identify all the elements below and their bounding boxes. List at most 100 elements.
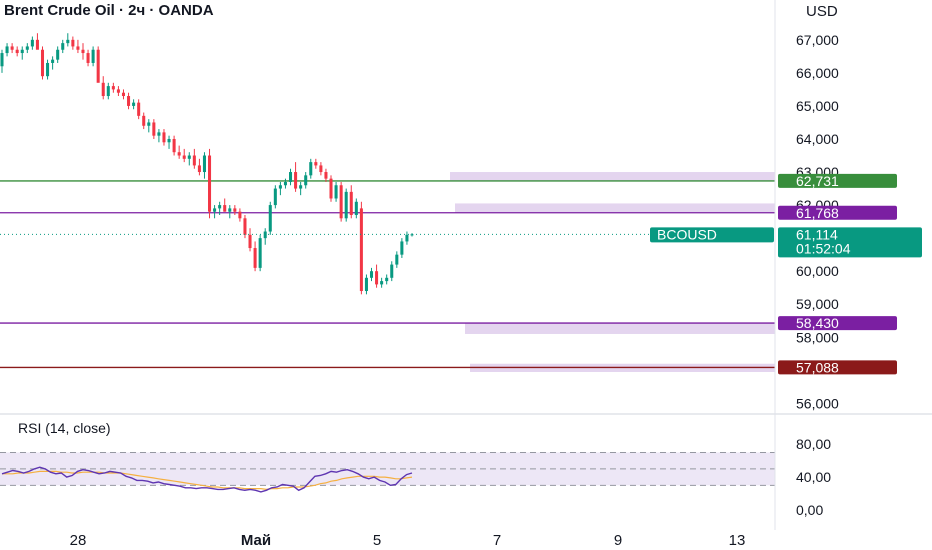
- candle-body: [111, 86, 115, 90]
- candle-body: [253, 248, 257, 268]
- candle-body: [15, 49, 19, 54]
- candle-body: [51, 59, 55, 63]
- candle-body: [172, 138, 176, 153]
- candle-body: [400, 241, 404, 255]
- candle-body: [187, 155, 191, 159]
- candle-body: [243, 218, 247, 235]
- candle-body: [106, 86, 110, 97]
- price-axis[interactable]: 67,00066,00065,00064,00063,00062,00060,0…: [796, 32, 839, 412]
- candle-body: [167, 138, 171, 143]
- level-price-tag-text: 61,768: [796, 205, 839, 221]
- candle-body: [385, 277, 389, 282]
- rsi-pane: [0, 451, 775, 493]
- supply-demand-zones: [450, 172, 775, 372]
- separators: [0, 0, 932, 530]
- price-tick-label: 60,000: [796, 263, 839, 279]
- candle-body: [395, 254, 399, 265]
- rsi-axis[interactable]: 80,00 40,00 0,00: [796, 436, 831, 518]
- candle-body: [177, 152, 181, 156]
- candle-body: [56, 49, 60, 60]
- level-price-tag-text: 62,731: [796, 173, 839, 189]
- symbol-tag: [650, 227, 774, 243]
- candle-body: [91, 49, 95, 63]
- price-tick-label: 67,000: [796, 32, 839, 48]
- candle-body: [127, 96, 131, 106]
- price-tick-label: 58,000: [796, 329, 839, 345]
- time-tick-label: 7: [493, 532, 501, 549]
- candle-body: [101, 82, 105, 97]
- candle-body: [349, 191, 353, 215]
- time-tick-label: Май: [241, 532, 271, 549]
- candle-body: [66, 39, 70, 44]
- candle-body: [289, 172, 293, 182]
- candle-body: [213, 208, 217, 212]
- candle-body: [25, 46, 29, 50]
- rsi-band-fill: [0, 452, 775, 486]
- candle-body: [35, 39, 39, 50]
- price-tick-label: 64,000: [796, 131, 839, 147]
- candle-body: [30, 39, 34, 47]
- candle-body: [369, 271, 374, 278]
- candle-body: [354, 201, 358, 215]
- candle-body: [208, 155, 212, 212]
- chart-title: Brent Crude Oil · 2ч · OANDA: [4, 2, 214, 19]
- rsi-tick-label: 80,00: [796, 436, 831, 452]
- zone-rect: [465, 323, 775, 334]
- candle-body: [116, 89, 120, 93]
- currency-label[interactable]: USD: [806, 3, 838, 20]
- candle-body: [263, 231, 267, 239]
- candle-body: [309, 162, 313, 176]
- candle-body: [238, 211, 242, 219]
- candle-body: [40, 49, 45, 77]
- candle-body: [304, 175, 308, 186]
- candle-body: [202, 155, 206, 173]
- candle-body: [86, 53, 90, 63]
- candle-body: [228, 208, 232, 212]
- candle-body: [162, 132, 166, 143]
- candle-body: [268, 205, 272, 232]
- rsi-tick-label: 40,00: [796, 469, 831, 485]
- candle-body: [405, 234, 409, 242]
- candle-body: [218, 205, 222, 209]
- candle-body: [96, 49, 100, 83]
- level-price-tag: [778, 316, 897, 331]
- candle-body: [192, 155, 196, 166]
- zone-rect: [455, 203, 775, 213]
- candle-body: [299, 185, 303, 189]
- candle-body: [233, 208, 237, 212]
- candle-body: [121, 92, 125, 97]
- candle-body: [329, 178, 333, 199]
- candle-body: [380, 281, 384, 285]
- level-price-tag: [778, 205, 897, 220]
- candle-body: [20, 49, 24, 54]
- rsi-title: RSI (14, close): [18, 420, 111, 436]
- candle-body: [71, 39, 75, 47]
- time-axis[interactable]: 28 Май 5 7 9 13: [70, 532, 746, 549]
- candle-body: [294, 172, 298, 189]
- candle-body: [375, 271, 379, 285]
- candle-body: [314, 162, 318, 166]
- time-tick-label: 28: [70, 532, 87, 549]
- bar-countdown-text: 01:52:04: [796, 240, 851, 256]
- symbol-tag-text: BCOUSD: [657, 226, 717, 242]
- candle-body: [152, 122, 156, 136]
- candle-body: [364, 277, 368, 292]
- current-price-tag: [778, 227, 922, 258]
- horizontal-levels: [0, 180, 775, 369]
- candle-body: [278, 185, 282, 189]
- candle-body: [61, 43, 65, 50]
- level-price-tag-text: 57,088: [796, 359, 839, 375]
- candle-body: [324, 172, 328, 179]
- candle-body: [76, 46, 80, 50]
- candle-body: [248, 234, 252, 249]
- time-tick-label: 5: [373, 532, 381, 549]
- candle-body: [10, 46, 14, 50]
- candle-body: [81, 49, 85, 54]
- price-tick-label: 59,000: [796, 296, 839, 312]
- time-tick-label: 13: [729, 532, 746, 549]
- candle-body: [339, 185, 343, 219]
- price-tick-label: 66,000: [796, 65, 839, 81]
- zone-rect: [450, 172, 775, 181]
- candle-body: [197, 165, 201, 173]
